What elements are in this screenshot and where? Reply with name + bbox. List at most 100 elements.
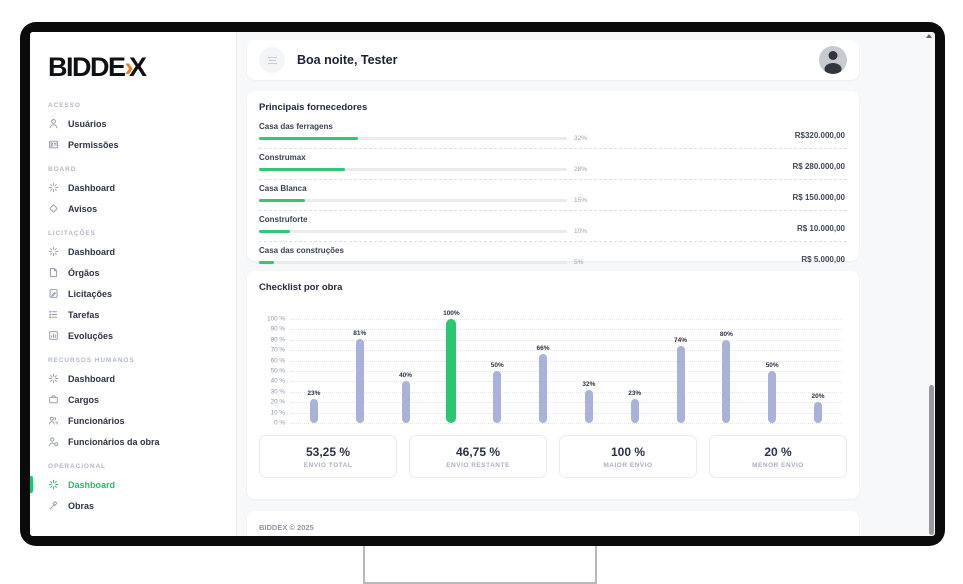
bar-value-label: 100%	[443, 310, 460, 317]
section-label: RECURSOS HUMANOS	[48, 357, 135, 364]
bar	[768, 371, 777, 423]
bar-column: 50%	[749, 319, 795, 423]
scrollbar-up-arrow[interactable]	[926, 34, 932, 38]
supplier-name: Construmax	[259, 153, 306, 162]
stat-card-envio-total: 53,25 % ENVIO TOTAL	[259, 435, 397, 478]
bar	[539, 354, 548, 423]
supplier-progress: 15%	[259, 197, 847, 204]
sidebar-item-usuarios[interactable]: Usuários	[30, 113, 236, 134]
supplier-progress: 28%	[259, 166, 847, 173]
nav-section-licitacoes: LICITAÇÕES Dashboard Órgãos Licitações	[30, 230, 236, 346]
bar	[355, 338, 364, 423]
sidebar-item-label: Avisos	[68, 203, 98, 214]
suppliers-list: Casa das ferragens 32% R$320.000,00 Cons…	[259, 118, 847, 272]
tool-icon	[48, 500, 59, 511]
checklist-title: Checklist por obra	[259, 282, 343, 293]
sidebar-item-evolucoes[interactable]: Evoluções	[30, 325, 236, 346]
dashboard-icon	[48, 182, 59, 193]
stat-card-maior-envio: 100 % MAIOR ENVIO	[559, 435, 697, 478]
sidebar-item-label: Dashboard	[68, 479, 116, 490]
progress-track	[259, 261, 567, 264]
supplier-name: Casa das construções	[259, 246, 344, 255]
bar-value-label: 66%	[536, 345, 550, 353]
supplier-value: R$ 10.000,00	[796, 224, 845, 233]
sidebar-item-label: Dashboard	[68, 182, 116, 193]
bar-value-label: 32%	[582, 380, 596, 388]
bar	[814, 402, 823, 423]
progress-percent: 28%	[574, 166, 588, 173]
footer-card: BIDDEX © 2025	[247, 511, 859, 536]
bar	[493, 371, 502, 423]
progress-fill	[259, 230, 290, 233]
nav-section-acesso: ACESSO Usuários Permissões	[30, 102, 236, 155]
progress-percent: 32%	[574, 135, 588, 142]
user-avatar[interactable]	[819, 46, 847, 74]
suppliers-card: Principais fornecedores Casa das ferrage…	[247, 91, 859, 266]
sidebar-item-funcionarios[interactable]: Funcionários	[30, 410, 236, 431]
sidebar-item-board-dashboard[interactable]: Dashboard	[30, 177, 236, 198]
supplier-name: Casa Blanca	[259, 184, 307, 193]
sidebar-item-label: Evoluções	[68, 330, 114, 341]
sidebar-item-label: Dashboard	[68, 373, 116, 384]
sidebar-item-permissoes[interactable]: Permissões	[30, 134, 236, 155]
people-icon	[48, 415, 59, 426]
sidebar-item-funcionarios-da-obra[interactable]: Funcionários da obra	[30, 431, 236, 452]
sidebar-item-cargos[interactable]: Cargos	[30, 389, 236, 410]
y-tick: 60 %	[270, 357, 285, 365]
laptop-screen-bezel: BIDDE›X ACESSO Usuários Permissões BOARD	[20, 22, 945, 546]
sidebar-item-orgaos[interactable]: Órgãos	[30, 262, 236, 283]
sidebar-item-tarefas[interactable]: Tarefas	[30, 304, 236, 325]
sidebar-item-avisos[interactable]: Avisos	[30, 198, 236, 219]
stat-label: ENVIO RESTANTE	[446, 462, 510, 469]
supplier-row: Construforte 10% R$ 10.000,00	[259, 211, 847, 242]
bar-column: 81%	[337, 319, 383, 423]
sidebar-item-licitacoes[interactable]: Licitações	[30, 283, 236, 304]
bar-column: 66%	[520, 319, 566, 423]
sidebar-item-licitacoes-dashboard[interactable]: Dashboard	[30, 241, 236, 262]
scrollbar-thumb[interactable]	[929, 385, 934, 535]
checklist-card: Checklist por obra 100 % 90 % 80 % 70 % …	[247, 271, 859, 499]
progress-track	[259, 137, 567, 140]
diamond-alert-icon	[48, 203, 59, 214]
laptop-stand	[363, 540, 597, 584]
bar-value-label: 74%	[674, 337, 688, 345]
sidebar-item-operacional-dashboard-active[interactable]: Dashboard	[30, 474, 236, 495]
bar-value-label: 23%	[307, 390, 321, 398]
bars-group: 23% 81% 40% 100% 50% 66% 32% 23% 74% 80%…	[291, 310, 841, 423]
app-window: BIDDE›X ACESSO Usuários Permissões BOARD	[30, 32, 935, 536]
progress-percent: 5%	[574, 259, 584, 266]
bar-column: 50%	[474, 319, 520, 423]
menu-button[interactable]	[259, 47, 285, 73]
y-tick: 0 %	[274, 419, 285, 427]
sidebar-item-label: Licitações	[68, 288, 113, 299]
sidebar-item-obras[interactable]: Obras	[30, 495, 236, 516]
stat-label: MAIOR ENVIO	[603, 462, 653, 469]
logo-chevron-icon: ›	[124, 52, 134, 82]
document-edit-icon	[48, 288, 59, 299]
progress-track	[259, 230, 567, 233]
bar-column: 23%	[291, 319, 337, 423]
sidebar-item-label: Usuários	[68, 118, 107, 129]
supplier-value: R$ 150.000,00	[792, 193, 846, 202]
sidebar-item-rh-dashboard[interactable]: Dashboard	[30, 368, 236, 389]
progress-track	[259, 168, 567, 171]
sidebar-item-label: Permissões	[68, 139, 119, 150]
y-tick: 40 %	[270, 377, 285, 385]
sidebar-item-label: Dashboard	[68, 246, 116, 257]
supplier-row: Casa das ferragens 32% R$320.000,00	[259, 118, 847, 149]
bar	[630, 399, 639, 423]
checklist-bar-chart: 100 % 90 % 80 % 70 % 60 % 50 % 40 % 30 %…	[261, 310, 841, 427]
progress-fill	[259, 199, 306, 202]
stat-label: MENOR ENVIO	[752, 462, 804, 469]
stat-value: 100 %	[610, 445, 646, 459]
section-label: OPERACIONAL	[48, 463, 106, 470]
bar	[401, 381, 410, 423]
supplier-value: R$ 5.000,00	[801, 255, 845, 264]
hamburger-icon	[267, 56, 277, 58]
progress-percent: 10%	[574, 228, 588, 235]
bar-column: 100%	[428, 310, 474, 423]
supplier-name: Casa das ferragens	[259, 122, 333, 131]
bar-column: 74%	[658, 319, 704, 423]
y-tick: 20 %	[270, 398, 285, 406]
list-icon	[48, 309, 59, 320]
